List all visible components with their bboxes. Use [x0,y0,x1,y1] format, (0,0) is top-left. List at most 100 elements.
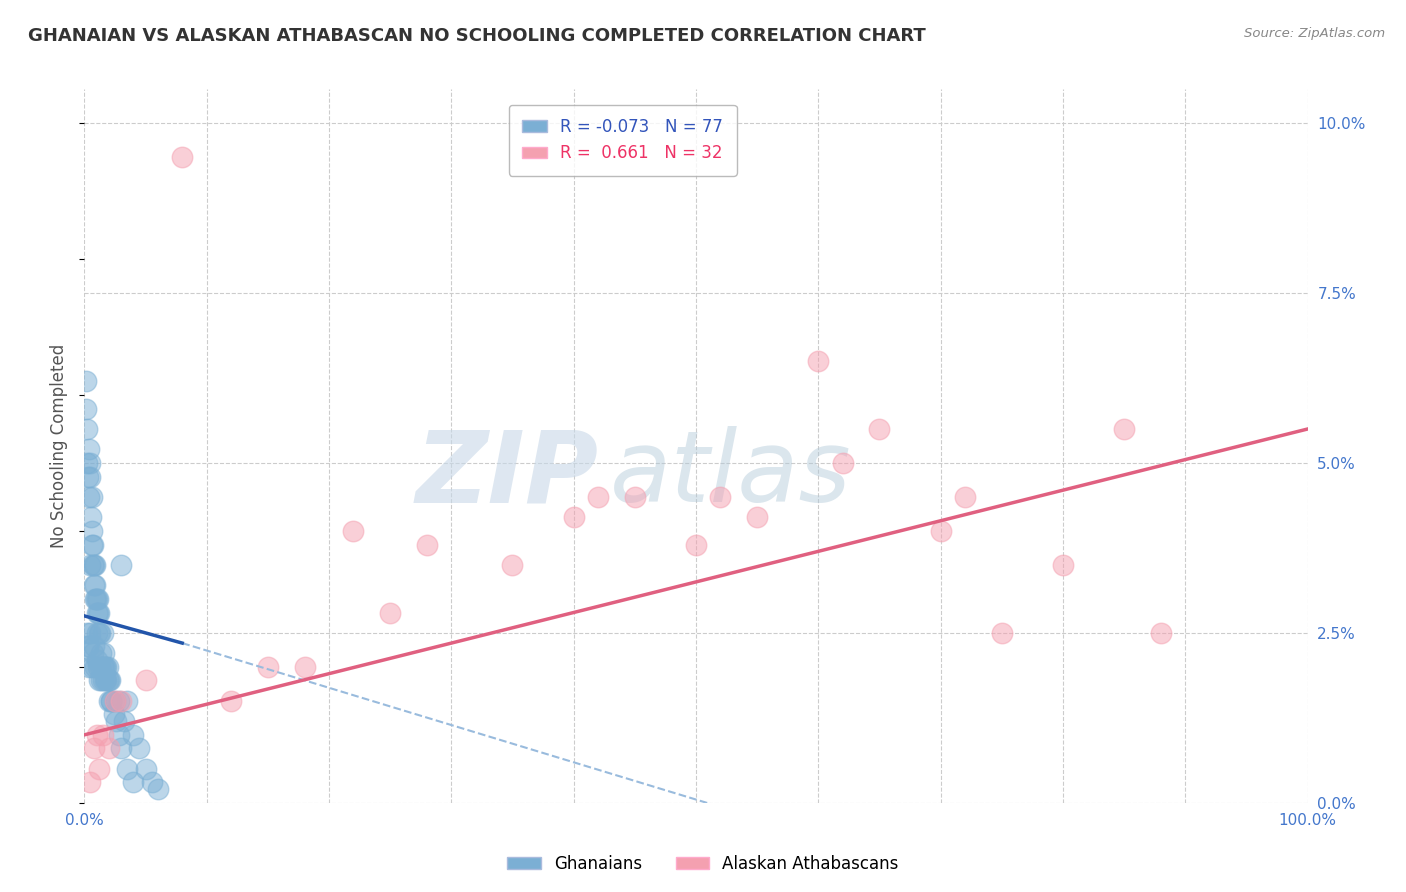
Point [91,626,114,640]
Point [294,660,316,674]
Point [953,490,976,504]
Point [83,558,105,572]
Point [91,673,114,688]
Point [77,640,100,654]
Point [87,762,110,776]
Point [82,646,104,660]
Point [96,673,118,688]
Point [128,741,150,756]
Point [89,660,111,674]
Point [624,490,647,504]
Point [141,775,163,789]
Point [93,660,115,674]
Point [75,375,97,389]
Point [1114,422,1136,436]
Point [807,354,830,368]
Point [90,673,112,688]
Point [83,640,105,654]
Point [100,694,122,708]
Point [685,537,707,551]
Point [82,558,104,572]
Point [77,660,100,674]
Point [80,660,103,674]
Point [709,490,731,504]
Point [87,673,110,688]
Point [104,694,127,708]
Point [77,640,100,654]
Point [416,537,439,551]
Point [502,558,524,572]
Point [97,741,120,756]
Point [135,762,157,776]
Point [83,741,105,756]
Point [87,591,110,606]
Point [100,694,122,708]
Point [80,490,103,504]
Point [84,578,107,592]
Point [115,762,138,776]
Text: Source: ZipAtlas.com: Source: ZipAtlas.com [1244,27,1385,40]
Point [79,558,101,572]
Point [76,422,98,436]
Point [79,775,101,789]
Point [105,714,128,729]
Point [82,537,104,551]
Point [86,626,108,640]
Point [146,782,169,797]
Point [586,490,609,504]
Point [76,626,98,640]
Point [991,626,1014,640]
Point [97,673,120,688]
Point [97,660,120,674]
Point [122,728,145,742]
Point [80,510,103,524]
Point [110,741,132,756]
Point [107,728,129,742]
Point [77,442,100,457]
Point [82,524,104,538]
Legend: R = -0.073   N = 77, R =  0.661   N = 32: R = -0.073 N = 77, R = 0.661 N = 32 [509,104,737,176]
Point [831,456,853,470]
Point [929,524,952,538]
Point [77,469,100,483]
Point [75,401,97,416]
Point [257,660,280,674]
Point [84,558,107,572]
Point [135,673,157,688]
Point [86,653,108,667]
Point [342,524,364,538]
Point [87,660,110,674]
Point [84,660,107,674]
Point [79,626,101,640]
Point [84,591,107,606]
Text: GHANAIAN VS ALASKAN ATHABASCAN NO SCHOOLING COMPLETED CORRELATION CHART: GHANAIAN VS ALASKAN ATHABASCAN NO SCHOOL… [28,27,927,45]
Point [77,490,100,504]
Point [122,775,145,789]
Point [110,694,132,708]
Point [110,558,132,572]
Point [112,714,135,729]
Point [79,469,101,483]
Point [97,673,120,688]
Point [380,606,402,620]
Point [172,150,194,164]
Text: ZIP: ZIP [415,426,598,523]
Point [91,728,114,742]
Point [115,694,138,708]
Point [90,646,112,660]
Point [562,510,585,524]
Point [94,660,117,674]
Point [91,660,114,674]
Point [869,422,891,436]
Point [1150,626,1173,640]
Point [747,510,769,524]
Point [87,606,110,620]
Point [83,578,105,592]
Point [94,673,117,688]
Point [76,456,98,470]
Point [107,694,129,708]
Point [97,694,120,708]
Point [87,626,110,640]
Point [104,694,127,708]
Point [1052,558,1074,572]
